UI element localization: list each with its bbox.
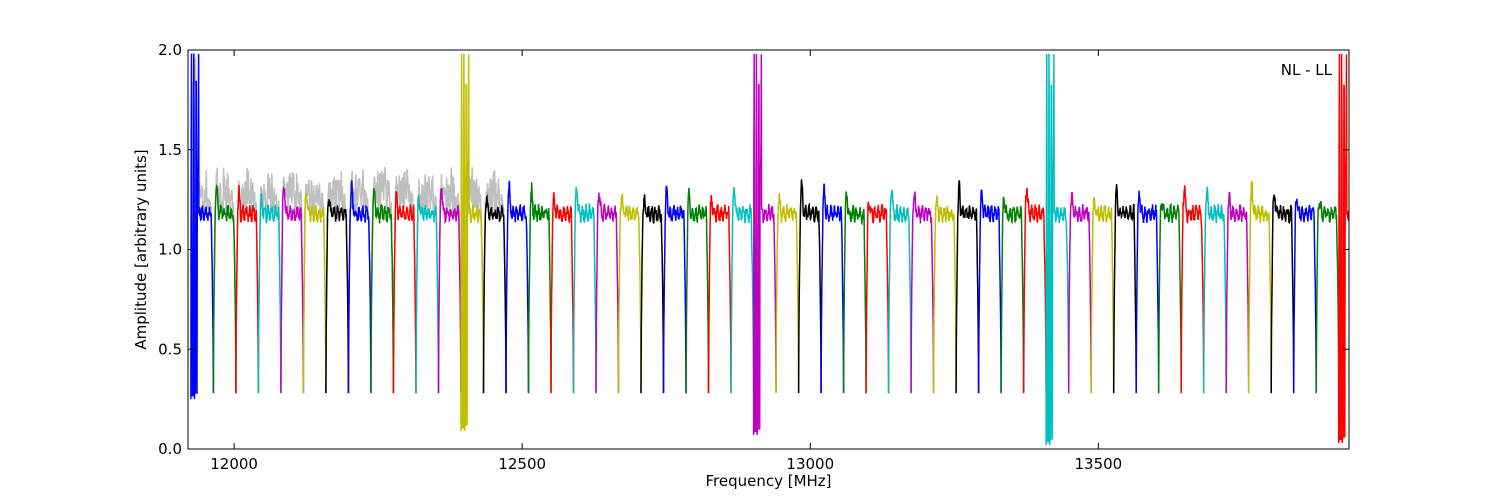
subband-line-21 [662, 185, 687, 394]
subband-line-43 [1157, 203, 1182, 394]
subband-line-18 [595, 192, 620, 394]
subband-line-41 [1112, 184, 1137, 394]
subband-line-29 [842, 191, 867, 394]
subband-line-31 [887, 189, 912, 394]
background-series-band [235, 167, 260, 394]
subband-line-47 [1247, 180, 1272, 394]
subband-line-0 [190, 53, 215, 400]
x-tick-label: 12000 [210, 455, 258, 473]
background-series-band [347, 169, 372, 394]
subband-line-11 [437, 188, 462, 394]
subband-line-36 [1000, 196, 1025, 394]
y-axis-label: Amplitude [arbitrary units] [132, 149, 150, 349]
subband-line-37 [1022, 188, 1047, 394]
subband-line-4 [280, 185, 305, 394]
subband-line-30 [865, 201, 890, 394]
subband-line-26 [775, 193, 800, 394]
x-tick-label: 13000 [786, 455, 834, 473]
subband-line-14 [505, 180, 530, 394]
subband-line-17 [572, 187, 597, 394]
subband-line-27 [797, 179, 822, 394]
subband-line-34 [955, 180, 980, 394]
subband-line-24 [730, 187, 755, 394]
subband-line-45 [1202, 186, 1227, 394]
subband-line-50 [1315, 200, 1340, 394]
subband-line-48 [1270, 194, 1295, 394]
subband-line-25 [752, 53, 777, 436]
subband-line-16 [550, 192, 575, 394]
axis-ticks: 12000 12500 13000 13500 0.0 0.5 1.0 1.5 2.0 [158, 41, 1349, 473]
y-tick-label: 1.0 [158, 241, 182, 259]
background-series-band [482, 170, 507, 394]
subband-line-40 [1090, 196, 1115, 394]
subband-line-38 [1045, 53, 1070, 446]
subband-line-20 [640, 194, 665, 394]
subband-line-42 [1135, 190, 1160, 394]
background-series-band [325, 171, 350, 394]
subband-line-46 [1225, 191, 1250, 394]
x-tick-label: 13500 [1075, 455, 1123, 473]
subband-line-10 [415, 194, 440, 394]
subband-line-28 [820, 183, 845, 394]
subband-line-2 [235, 185, 260, 394]
y-tick-label: 2.0 [158, 41, 182, 59]
subband-line-22 [685, 187, 710, 394]
subband-line-1 [212, 184, 237, 394]
x-tick-label: 12500 [498, 455, 546, 473]
x-axis-label: Frequency [MHz] [705, 472, 831, 490]
subband-line-13 [482, 194, 507, 394]
subband-line-7 [347, 180, 372, 394]
subband-line-15 [527, 182, 552, 394]
subband-line-32 [910, 191, 935, 394]
subband-line-12 [460, 53, 485, 432]
y-tick-label: 0.5 [158, 340, 182, 358]
subband-line-19 [617, 193, 642, 394]
plot-frame [187, 49, 1350, 450]
subband-line-35 [977, 189, 1002, 394]
background-series-band [257, 173, 282, 394]
background-series-band [280, 172, 305, 394]
subband-line-3 [257, 192, 282, 394]
background-series-band [212, 167, 237, 394]
subband-line-51 [1337, 53, 1349, 444]
subband-line-44 [1180, 185, 1205, 394]
subband-line-49 [1292, 198, 1317, 394]
subband-line-5 [302, 192, 327, 394]
subband-line-39 [1067, 191, 1092, 394]
subband-line-33 [932, 194, 957, 394]
baseline-annotation: NL - LL [1281, 61, 1333, 79]
y-tick-label: 0.0 [158, 440, 182, 458]
background-series-band [370, 166, 395, 394]
subband-line-6 [325, 199, 350, 394]
subband-line-9 [392, 191, 417, 394]
plot-area [190, 53, 1349, 446]
subband-line-23 [707, 194, 732, 394]
y-tick-label: 1.5 [158, 141, 182, 159]
subband-line-8 [370, 188, 395, 394]
